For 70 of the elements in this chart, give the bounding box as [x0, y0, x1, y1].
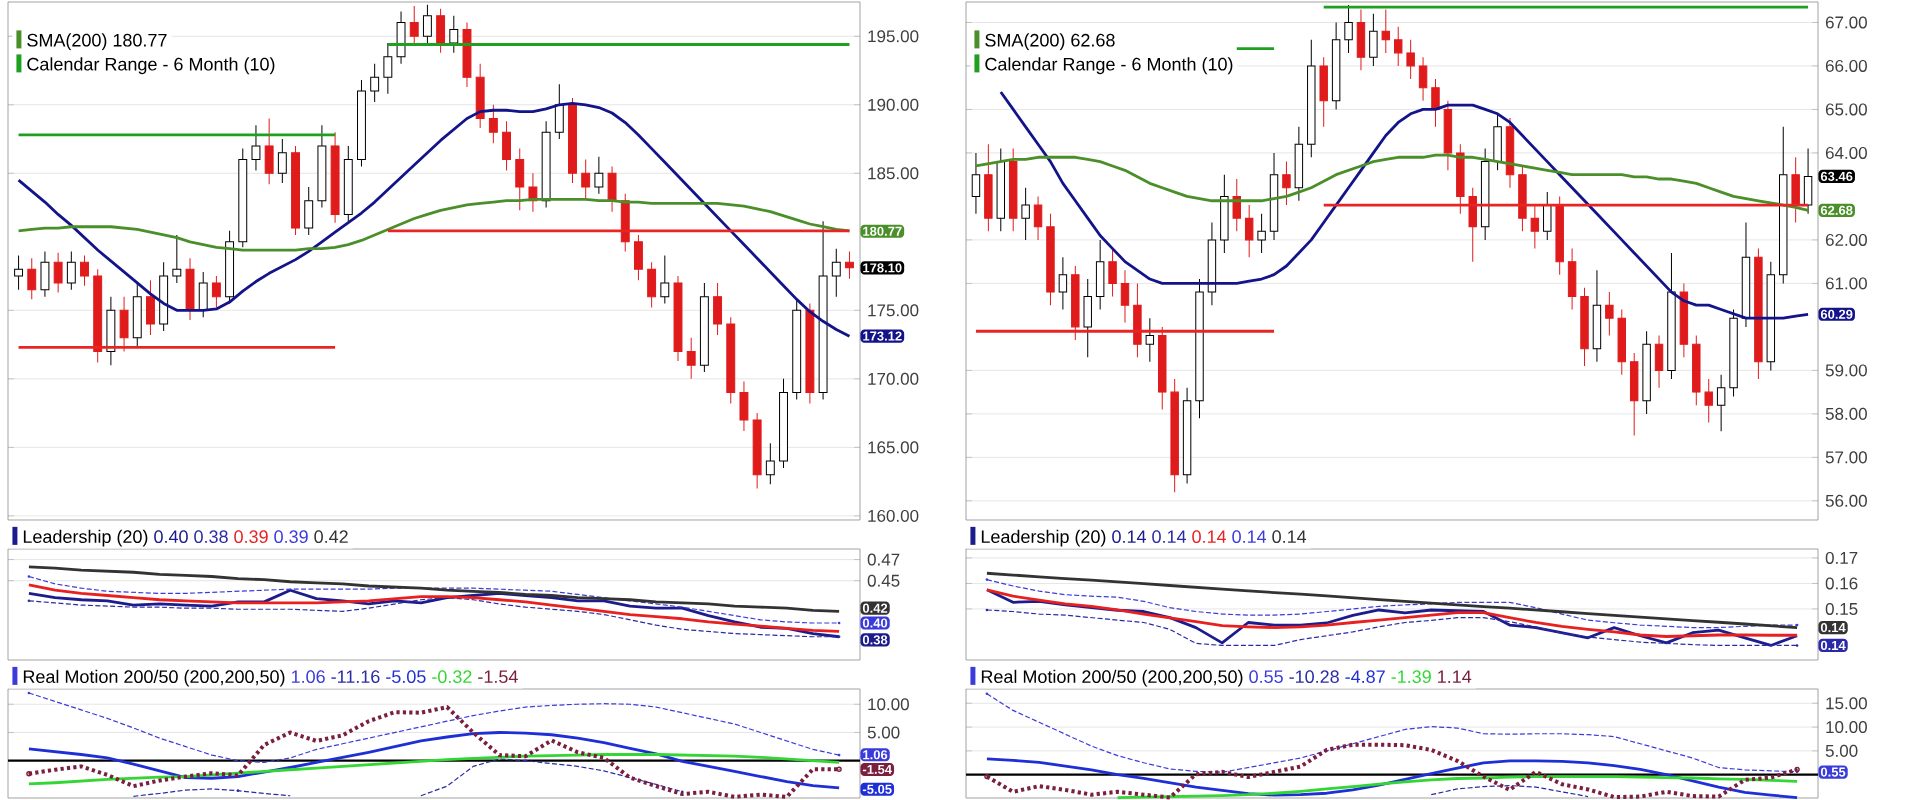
- annotation: 0.42: [862, 603, 888, 613]
- chart-title: Leadership (20): [23, 529, 148, 547]
- y-tick-label: 0.15: [1825, 602, 1858, 615]
- annotation: 63.46: [1820, 171, 1853, 182]
- y-tick-label: 15.00: [1826, 697, 1867, 710]
- annotation: 0.40: [862, 618, 888, 628]
- y-tick-label: 62.00: [1825, 233, 1867, 246]
- y-tick-label: 5.00: [1825, 744, 1858, 757]
- chart-title: Real Motion 200/50 (200,200,50): [981, 669, 1243, 687]
- text: 0.14: [1232, 530, 1267, 544]
- text: 0.55: [1249, 670, 1283, 684]
- annotation: 0.55: [1820, 767, 1846, 777]
- y-tick-label: 59.00: [1825, 364, 1867, 377]
- annotation: 0.14: [1820, 623, 1846, 633]
- text: -10.28: [1289, 670, 1339, 684]
- annotation: 178.10: [863, 263, 902, 273]
- text: -5.05: [386, 670, 426, 684]
- y-tick-label: 5.00: [867, 726, 900, 739]
- y-tick-label: 170.00: [868, 372, 919, 385]
- text: 0.39: [274, 530, 308, 544]
- text: -1.39: [1391, 670, 1431, 684]
- text: 0.39: [234, 530, 268, 544]
- chart-title: Leadership (20): [981, 529, 1106, 547]
- y-tick-label: 64.00: [1825, 146, 1867, 159]
- y-tick-label: 175.00: [868, 304, 919, 317]
- y-tick-label: 58.00: [1825, 407, 1867, 420]
- text: -0.32: [432, 670, 472, 684]
- text: 0.14: [1152, 530, 1187, 544]
- text: 1.14: [1438, 670, 1472, 683]
- y-tick-label: 66.00: [1825, 59, 1867, 72]
- text: 0.14: [1192, 530, 1227, 544]
- text: 0.42: [314, 530, 348, 544]
- y-tick-label: 165.00: [868, 441, 919, 454]
- legend-label: Calendar Range - 6 Month (10): [985, 57, 1233, 75]
- legend-label: Calendar Range - 6 Month (10): [27, 57, 275, 75]
- annotation: 0.38: [862, 635, 888, 645]
- text: 1.06: [291, 670, 325, 684]
- legend-label: SMA(200) 180.77: [27, 33, 167, 51]
- y-tick-label: 57.00: [1825, 451, 1867, 464]
- annotation: 173.12: [863, 331, 902, 341]
- annotation: 62.68: [1820, 205, 1853, 215]
- y-tick-label: 0.17: [1825, 551, 1858, 564]
- y-tick-label: 10.00: [868, 698, 909, 711]
- annotation: -5.05: [862, 784, 892, 794]
- y-tick-label: 195.00: [868, 30, 919, 43]
- annotation: 0.14: [1820, 640, 1846, 651]
- text: -4.87: [1345, 670, 1385, 684]
- y-tick-label: 0.47: [867, 553, 900, 566]
- y-tick-label: 56.00: [1825, 494, 1867, 507]
- y-tick-label: 0.16: [1825, 577, 1858, 590]
- y-tick-label: 0.45: [867, 574, 900, 587]
- text: 0.14: [1112, 530, 1146, 544]
- y-tick-label: 67.00: [1825, 16, 1867, 29]
- text: 0.14: [1272, 530, 1307, 544]
- chart-title: Real Motion 200/50 (200,200,50): [23, 669, 285, 687]
- annotation: -1.54: [862, 764, 892, 774]
- y-tick-label: 185.00: [868, 167, 919, 180]
- y-tick-label: 190.00: [868, 98, 919, 111]
- y-tick-label: 160.00: [868, 509, 919, 522]
- text: 0.38: [194, 530, 228, 544]
- annotation: 60.29: [1820, 309, 1853, 319]
- annotation: 180.77: [863, 226, 902, 236]
- annotation: 1.06: [863, 750, 888, 760]
- y-tick-label: 10.00: [1826, 721, 1867, 734]
- text: -1.54: [478, 670, 518, 684]
- text: -11.16: [331, 670, 380, 684]
- text: 0.40: [154, 530, 188, 544]
- y-tick-label: 65.00: [1825, 103, 1867, 116]
- y-tick-label: 61.00: [1825, 277, 1867, 290]
- legend-label: SMA(200) 62.68: [985, 33, 1115, 51]
